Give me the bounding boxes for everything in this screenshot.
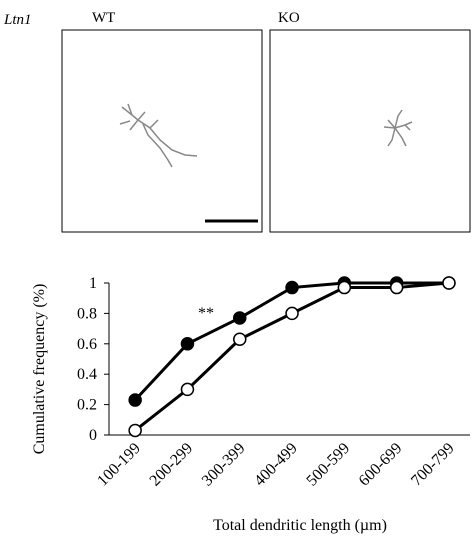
data-point	[233, 311, 247, 325]
neuron-ko	[383, 109, 413, 147]
x-tick-label: 700-799	[408, 440, 458, 490]
data-point	[180, 382, 195, 397]
x-tick-label: 200-299	[147, 440, 197, 490]
panel-label: WT	[92, 10, 115, 26]
gene-label: Ltn1	[3, 12, 32, 28]
data-point	[389, 280, 404, 295]
data-point	[442, 276, 456, 290]
image-panel	[61, 29, 263, 233]
data-point	[128, 393, 142, 407]
y-tick-label: 0.6	[77, 336, 97, 353]
data-point	[285, 306, 299, 321]
y-tick-label: 0.4	[77, 366, 97, 383]
image-panel	[269, 29, 471, 233]
panel-label: KO	[278, 10, 300, 26]
x-tick-label: 100-199	[94, 440, 144, 490]
y-tick-label: 0.2	[77, 397, 97, 414]
neuron-wt	[119, 103, 198, 168]
x-tick-label: 300-399	[199, 440, 249, 490]
data-point	[285, 280, 299, 295]
y-tick-label: 0	[89, 427, 97, 444]
x-tick-label: 500-599	[303, 440, 353, 490]
x-tick-label: 600-699	[356, 440, 406, 490]
series-line	[134, 281, 450, 432]
y-tick-label: 0.8	[77, 305, 97, 322]
x-tick-label: 400-499	[251, 440, 301, 490]
data-point	[180, 337, 195, 351]
data-point	[337, 280, 352, 295]
data-point	[233, 332, 247, 346]
annotation: **	[198, 305, 214, 322]
x-axis-label: Total dendritic length (µm)	[213, 517, 387, 534]
y-tick-label: 1	[89, 275, 97, 292]
data-point	[128, 423, 142, 438]
y-axis-label: Cumulative frequency (%)	[31, 284, 48, 455]
